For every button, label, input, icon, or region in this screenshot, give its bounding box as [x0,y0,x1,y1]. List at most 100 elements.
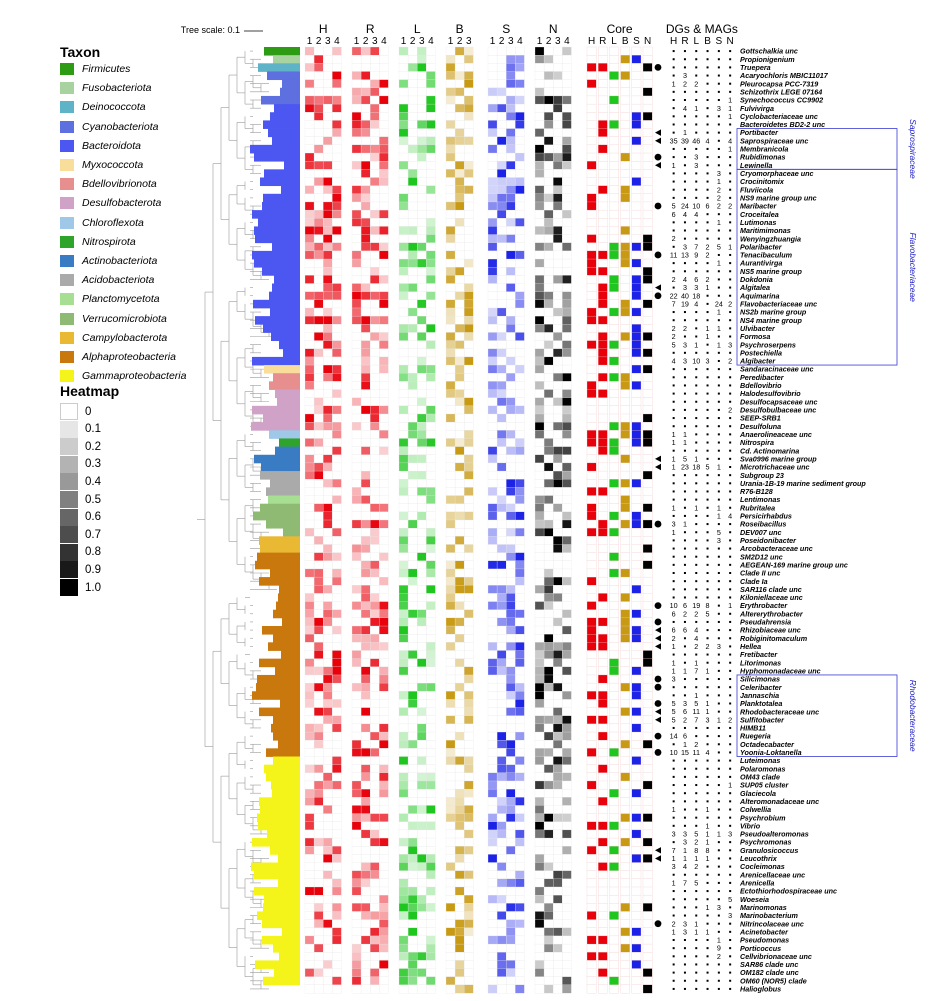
heatmap-cell [496,666,507,676]
heatmap-cell [487,71,498,80]
heatmap-cell [487,454,498,464]
mag-dot [672,800,675,803]
heatmap-cell [534,927,545,937]
heatmap-cell [464,511,474,521]
mag-dot [729,751,732,754]
mag-dot [672,963,675,966]
heatmap-cell [464,324,474,333]
mag-dot [695,196,698,199]
heatmap-cell [515,95,525,105]
mag-dot [695,775,698,778]
heatmap-cell [426,218,436,227]
core-cell [642,862,653,872]
heatmap-cell [496,495,507,505]
heatmap-cell [417,161,427,170]
column-header: 4 [334,36,340,47]
heatmap-cell [496,209,507,219]
core-cell [609,503,619,513]
core-cell [642,454,653,464]
mag-count: 3 [717,169,721,178]
heatmap-cell [370,528,380,537]
heatmap-cell [426,161,436,170]
core-cell [609,152,619,162]
mag-dot [729,196,732,199]
heatmap-cell [379,911,389,920]
heatmap-cell [543,585,554,594]
heatmap-cell [323,193,333,203]
heatmap-cell [351,674,362,684]
core-cell [620,275,630,284]
mag-dot [706,457,709,460]
heatmap-cell [407,788,418,798]
heatmap-cell [515,658,525,668]
heatmap-cell [370,617,380,627]
heatmap-cell [360,356,371,366]
heatmap-cell [398,650,409,659]
mag-dot [717,604,720,607]
core-cell [586,177,597,186]
core-cell [598,201,608,211]
phylogenetic-tree [197,50,277,990]
mag-dot [683,229,686,232]
heatmap-cell [487,389,498,399]
mag-dot [729,816,732,819]
heatmap-cell [515,674,525,684]
taxon-label: Chloroflexota [82,216,144,229]
taxon-row-label: SAR116 clade unc [740,585,802,594]
core-cell [598,617,608,627]
heatmap-cell [417,193,427,203]
heatmap-cell [426,136,436,146]
heatmap-cell [534,152,545,162]
heatmap-cell [323,299,333,309]
taxon-legend-item: Desulfobacterota [60,196,161,210]
column-header: 3 [555,36,561,47]
mag-dot [695,686,698,689]
core-cell [620,291,630,301]
mag-dot [683,979,686,982]
heatmap-cell [496,805,507,814]
core-cell [598,674,608,684]
core-cell [598,821,608,831]
heatmap-cell [360,715,371,725]
mag-count: 5 [728,895,732,904]
heatmap-cell [351,813,362,823]
mag-dot [695,262,698,265]
mag-dot [706,620,709,623]
mag-dot [683,873,686,876]
heatmap-cell [515,528,525,537]
core-cell [620,454,630,464]
heatmap-cell [332,79,342,89]
heatmap-cell [323,568,333,578]
heatmap-cell [562,837,572,847]
heatmap-cell [398,291,409,301]
mag-dot [672,841,675,844]
taxon-row-label: Desulfoluna [740,422,781,431]
heatmap-cell [332,935,342,945]
mag-dot [695,384,698,387]
heatmap-cell [379,324,389,333]
heatmap-cell [407,723,418,733]
heatmap-cell [304,177,315,186]
core-cell [586,666,597,676]
taxon-row-label: Pseudahrensia [740,618,791,627]
heatmap-cell [407,234,418,244]
core-cell [642,634,653,643]
heatmap-cell [515,788,525,798]
heatmap-cell [506,511,516,521]
heatmap-cell [360,952,371,961]
heatmap-cell [553,112,563,121]
heatmap-cell [487,63,498,72]
heatmap-cell [323,813,333,823]
heatmap-cell [445,234,456,244]
mag-dot [729,669,732,672]
heatmap-cell [534,405,545,415]
mag-count: 3 [717,642,721,651]
heatmap-cell [553,625,563,635]
heatmap-cell [543,576,554,586]
heatmap-cell [553,903,563,912]
heatmap-cell [417,185,427,195]
heatmap-cell [454,772,465,782]
heatmap-cell [351,55,362,64]
heatmap-cell [323,495,333,505]
heatmap-cell [487,364,498,374]
